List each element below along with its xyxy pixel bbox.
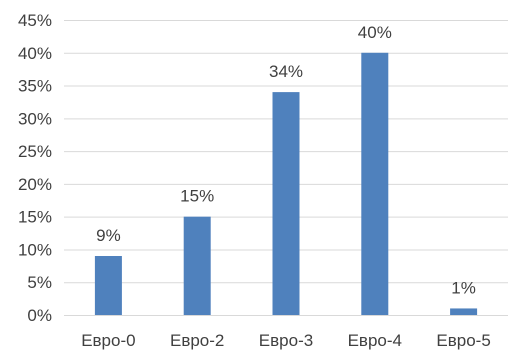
x-axis-categories: Евро-0 Евро-2 Евро-3 Евро-4 Евро-5 <box>81 331 491 350</box>
y-tick-label: 40% <box>18 44 52 63</box>
y-tick-label: 5% <box>27 273 52 292</box>
y-tick-label: 30% <box>18 109 52 128</box>
bar-5 <box>450 308 478 315</box>
y-tick-label: 25% <box>18 142 52 161</box>
y-tick-label: 15% <box>18 208 52 227</box>
data-label-1: 9% <box>96 226 121 245</box>
data-label-4: 40% <box>358 23 392 42</box>
bar-4 <box>361 52 389 316</box>
bars <box>94 52 478 316</box>
y-tick-label: 20% <box>18 175 52 194</box>
category-label-3: Евро-3 <box>259 331 313 350</box>
data-label-5: 1% <box>451 278 476 297</box>
y-tick-label: 35% <box>18 77 52 96</box>
y-tick-label: 10% <box>18 240 52 259</box>
category-label-4: Евро-4 <box>348 331 402 350</box>
y-tick-label: 0% <box>27 306 52 325</box>
y-tick-label: 45% <box>18 11 52 30</box>
bar-3 <box>272 92 300 315</box>
data-label-3: 34% <box>269 62 303 81</box>
data-labels: 9% 15% 34% 40% 1% <box>96 23 476 298</box>
y-axis-ticks: 0% 5% 10% 15% 20% 25% 30% 35% 40% 45% <box>18 11 52 325</box>
data-label-2: 15% <box>180 187 214 206</box>
bar-1 <box>94 256 122 315</box>
bar-2 <box>183 216 211 315</box>
category-label-1: Евро-0 <box>81 331 135 350</box>
category-label-2: Евро-2 <box>170 331 224 350</box>
category-label-5: Евро-5 <box>436 331 490 350</box>
